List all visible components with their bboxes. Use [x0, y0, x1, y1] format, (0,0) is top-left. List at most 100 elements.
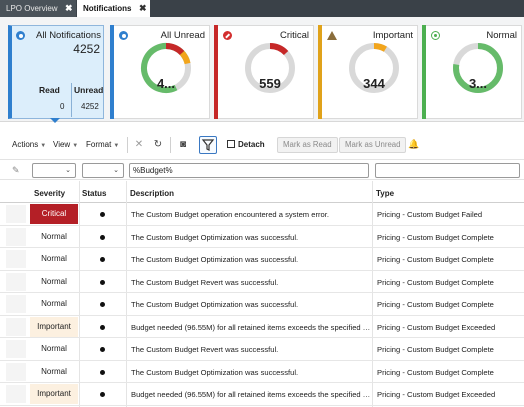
row-description: The Custom Budget operation encountered …	[131, 210, 329, 219]
row-selector[interactable]	[6, 317, 26, 336]
filter-row: ✎ ⌄ ⌄ %Budget%	[0, 159, 524, 180]
row-selector[interactable]	[6, 385, 26, 403]
status-filter-select[interactable]: ⌄	[82, 163, 124, 178]
table-row[interactable]: Normal The Custom Budget Revert was succ…	[0, 271, 524, 293]
tab-notifications[interactable]: Notifications ✖	[77, 0, 150, 17]
severity-badge: Normal	[41, 366, 67, 376]
table-row[interactable]: Critical The Custom Budget operation enc…	[0, 203, 524, 226]
table-row[interactable]: Important Budget needed (96.55M) for all…	[0, 383, 524, 406]
format-label: Format	[86, 140, 112, 149]
unread-dot-icon	[100, 212, 105, 217]
row-selector[interactable]	[6, 227, 26, 246]
detach-button[interactable]: Detach	[227, 140, 265, 149]
row-description: The Custom Budget Optimization was succe…	[131, 232, 299, 242]
card-all-unread[interactable]: All Unread 4...	[110, 25, 210, 119]
actions-label: Actions	[12, 140, 39, 149]
row-description: The Custom Budget Optimization was succe…	[131, 367, 299, 377]
detach-label: Detach	[238, 140, 265, 149]
row-type: Pricing - Custom Budget Exceeded	[377, 390, 496, 399]
card-normal[interactable]: Normal 3...	[422, 25, 522, 119]
card-title: Important	[372, 30, 413, 41]
severity-badge: Normal	[41, 254, 67, 263]
camera-icon[interactable]: ◙	[179, 139, 187, 150]
row-type: Pricing - Custom Budget Complete	[377, 232, 494, 242]
card-count: 3...	[468, 76, 488, 91]
row-type: Pricing - Custom Budget Complete	[377, 367, 494, 377]
row-selector[interactable]	[6, 205, 26, 223]
clear-icon[interactable]: ✕	[134, 139, 144, 150]
bell-icon[interactable]: 🔔	[408, 139, 420, 149]
row-selector[interactable]	[6, 295, 26, 313]
row-description: The Custom Budget Revert was successful.	[131, 277, 279, 287]
card-title: Normal	[486, 30, 517, 41]
selected-pointer-icon	[50, 118, 60, 123]
card-all-notifications[interactable]: All Notifications 4252 Read 0 Unread 425…	[8, 25, 104, 119]
donut-chart	[453, 43, 503, 93]
view-menu[interactable]: View ▼	[53, 140, 78, 149]
table-row[interactable]: Normal The Custom Budget Optimization wa…	[0, 361, 524, 383]
card-critical[interactable]: Critical 559	[214, 25, 314, 119]
card-count: 4...	[156, 76, 176, 91]
tab-label: Notifications	[83, 4, 132, 13]
row-description: Budget needed (96.55M) for all retained …	[131, 390, 371, 399]
card-count: 344	[363, 76, 385, 91]
column-divider	[372, 181, 373, 407]
row-selector[interactable]	[6, 250, 26, 268]
donut-chart	[141, 43, 191, 93]
toolbar: Actions ▼ View ▼ Format ▼ ✕ ↻ ◙ Detach Mark…	[0, 134, 524, 156]
accent-bar	[214, 25, 218, 119]
table-row[interactable]: Normal The Custom Budget Optimization wa…	[0, 293, 524, 316]
severity-badge: Critical	[30, 204, 78, 224]
chevron-down-icon: ⌄	[113, 167, 119, 174]
donut-chart	[349, 43, 399, 93]
radio-selected-icon	[16, 31, 25, 40]
row-type: Pricing - Custom Budget Exceeded	[377, 322, 496, 332]
severity-badge: Normal	[41, 231, 67, 241]
filter-icon	[201, 139, 215, 151]
table-row[interactable]: Normal The Custom Budget Revert was succ…	[0, 338, 524, 361]
table-row[interactable]: Normal The Custom Budget Optimization wa…	[0, 226, 524, 248]
severity-badge: Normal	[41, 299, 67, 308]
refresh-icon[interactable]: ↻	[153, 139, 163, 150]
read-label: Read	[39, 85, 60, 95]
chevron-down-icon: ⌄	[65, 167, 71, 174]
accent-bar	[110, 25, 114, 119]
card-important[interactable]: Important 344	[318, 25, 418, 119]
warning-icon	[327, 31, 337, 40]
close-icon[interactable]: ✖	[65, 3, 73, 13]
close-icon[interactable]: ✖	[139, 3, 147, 13]
column-status[interactable]: Status	[82, 189, 107, 198]
table-row[interactable]: Important Budget needed (96.55M) for all…	[0, 316, 524, 338]
column-divider	[126, 181, 127, 407]
divider	[127, 137, 128, 153]
detach-icon	[227, 140, 235, 148]
format-menu[interactable]: Format ▼	[86, 140, 119, 149]
severity-badge: Normal	[41, 276, 67, 286]
row-selector[interactable]	[6, 272, 26, 291]
normal-dot-icon	[431, 31, 440, 40]
row-selector[interactable]	[6, 340, 26, 358]
row-description: The Custom Budget Revert was successful.	[131, 345, 279, 354]
card-count: 559	[259, 76, 281, 91]
unread-dot-icon	[100, 302, 105, 307]
row-type: Pricing - Custom Budget Complete	[377, 300, 494, 309]
table-row[interactable]: Normal The Custom Budget Optimization wa…	[0, 248, 524, 271]
accent-bar	[422, 25, 426, 119]
actions-menu[interactable]: Actions ▼	[12, 140, 46, 149]
mark-as-unread-button[interactable]: Mark as Unread	[339, 137, 407, 153]
column-type[interactable]: Type	[376, 189, 395, 198]
row-selector[interactable]	[6, 362, 26, 381]
mark-as-read-button[interactable]: Mark as Read	[277, 137, 338, 153]
description-filter-input[interactable]: %Budget%	[129, 163, 369, 178]
row-type: Pricing - Custom Budget Complete	[377, 345, 494, 354]
caret-down-icon: ▼	[72, 143, 79, 149]
column-severity[interactable]: Severity	[34, 189, 66, 198]
unread-dot-icon	[100, 279, 105, 285]
severity-filter-select[interactable]: ⌄	[32, 163, 76, 178]
unread-dot-icon	[100, 392, 105, 397]
read-count: 0	[60, 102, 65, 111]
column-description[interactable]: Description	[130, 189, 175, 198]
type-filter-input[interactable]	[375, 163, 520, 178]
tab-lpo-overview[interactable]: LPO Overview ✖	[0, 0, 76, 17]
filter-toggle-button[interactable]	[199, 136, 217, 154]
